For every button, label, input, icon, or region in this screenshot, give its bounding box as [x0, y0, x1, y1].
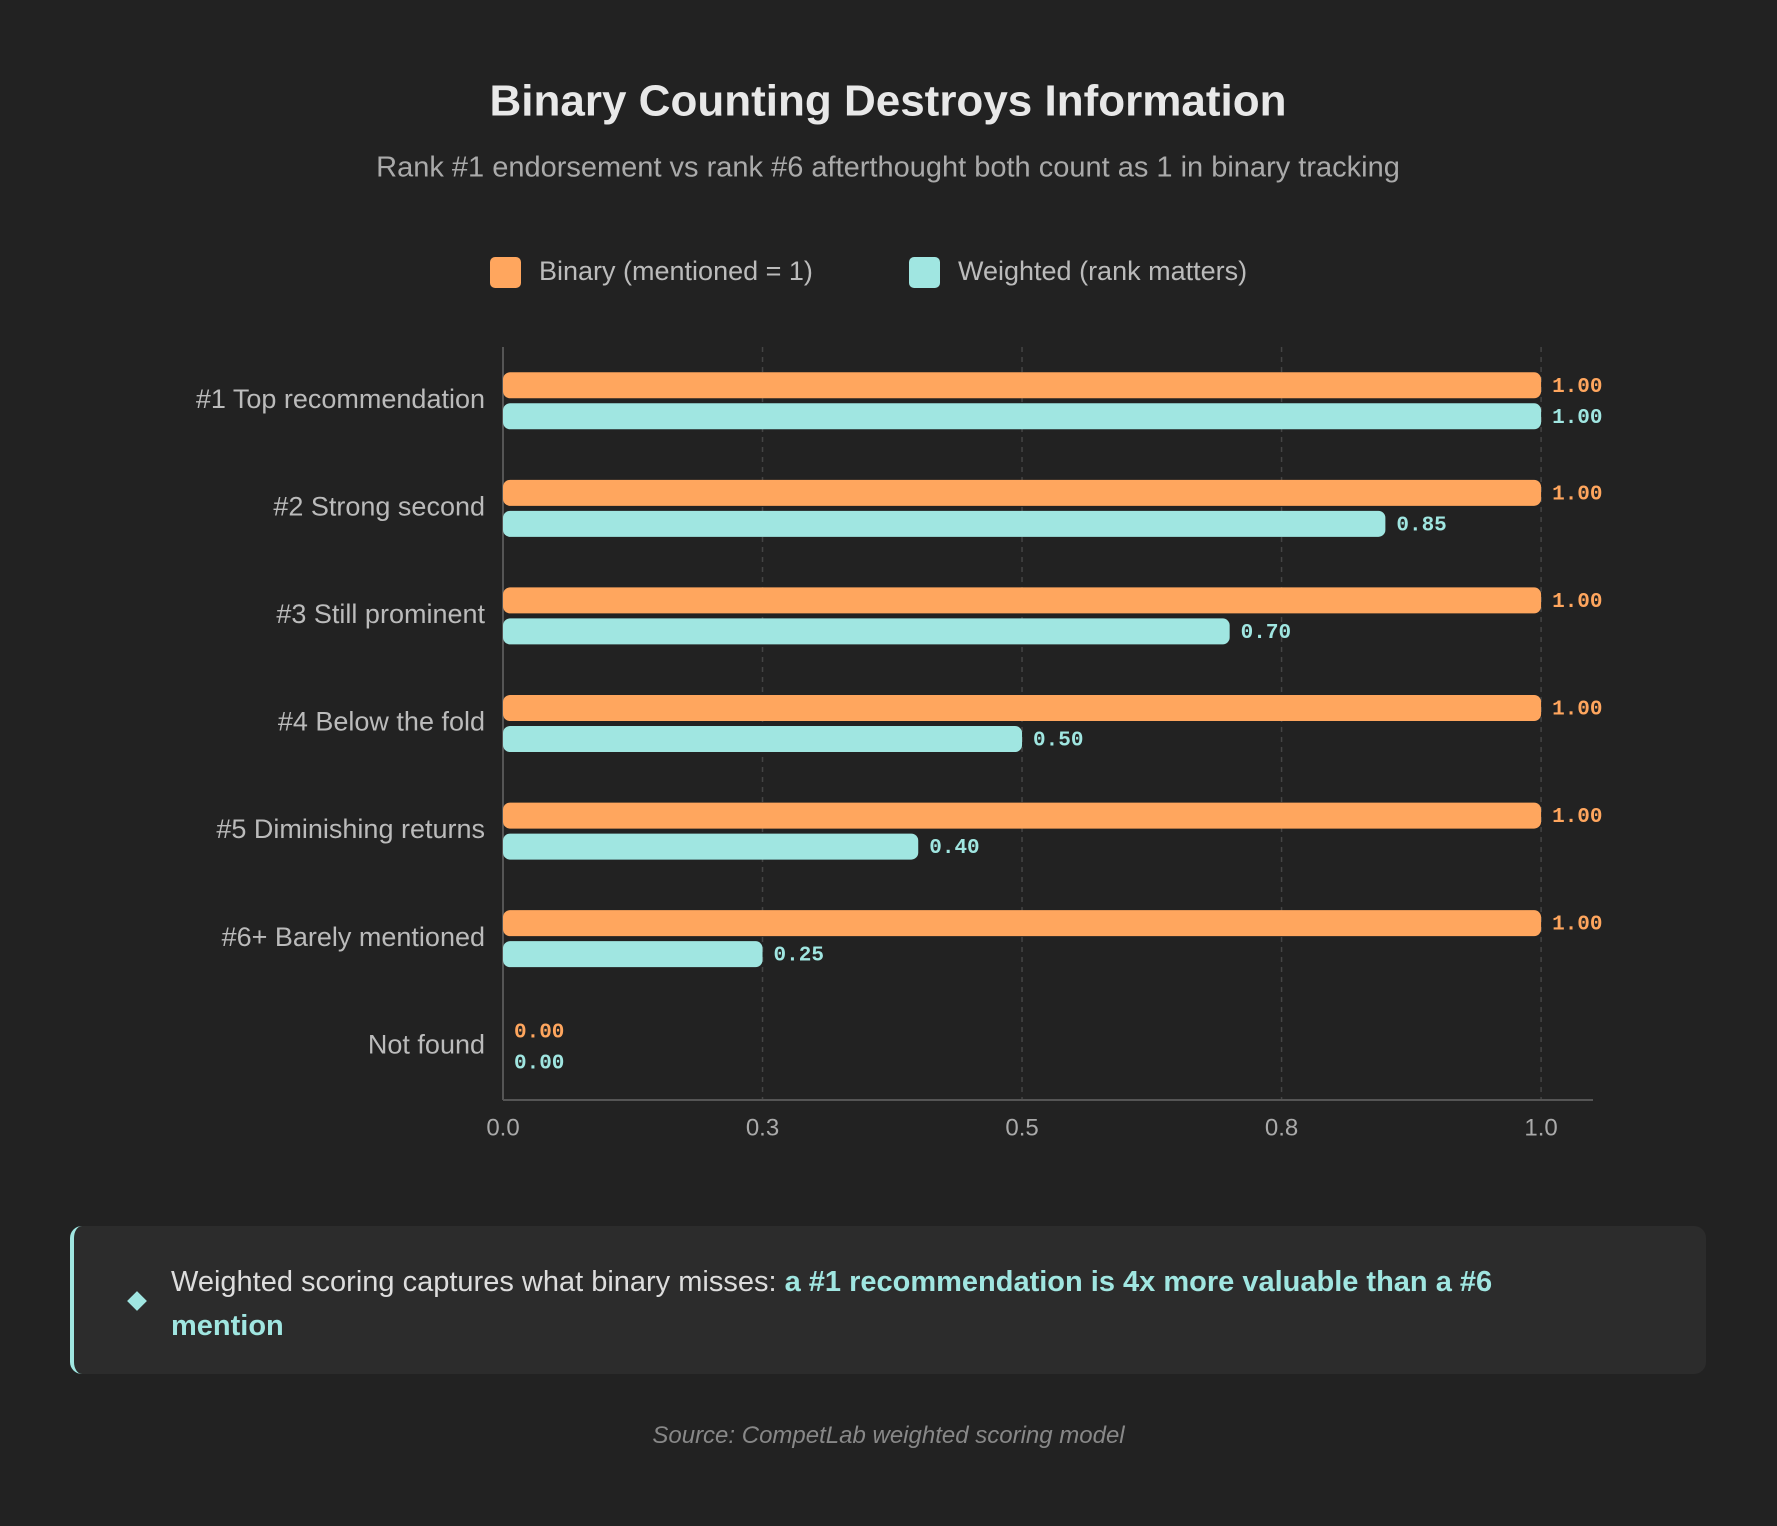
value-label: 0.85 [1396, 514, 1446, 537]
y-tick-label: #1 Top recommendation [196, 384, 485, 414]
callout-text: Weighted scoring captures what binary mi… [171, 1260, 1611, 1348]
legend-label: Binary (mentioned = 1) [539, 256, 813, 286]
x-tick-label: 1.0 [1524, 1114, 1557, 1141]
callout-highlight: a #1 recommendation is 4x more valuable … [171, 1266, 1493, 1342]
chart-title: Binary Counting Destroys Information [490, 77, 1287, 126]
value-label: 1.00 [1552, 806, 1602, 829]
y-tick-label: #2 Strong second [273, 491, 485, 521]
source: Source: CompetLab weighted scoring model [652, 1422, 1125, 1449]
value-label: 1.00 [1552, 376, 1602, 399]
bar [503, 941, 763, 968]
value-label: 0.50 [1033, 730, 1083, 753]
bar [503, 618, 1230, 645]
value-label: 1.00 [1552, 591, 1602, 614]
value-label: 0.70 [1241, 622, 1291, 645]
legend-label: Weighted (rank matters) [958, 256, 1247, 286]
y-tick-label: #6+ Barely mentioned [222, 922, 485, 952]
chart: Binary Counting Destroys Information Ran… [196, 77, 1603, 1142]
bar [503, 910, 1542, 937]
x-tick-label: 0.8 [1265, 1114, 1298, 1141]
bar [503, 726, 1023, 752]
value-label: 1.00 [1552, 699, 1602, 722]
x-tick-label: 0.3 [746, 1114, 779, 1141]
bar [503, 510, 1386, 537]
value-label: 1.00 [1552, 407, 1602, 430]
x-tick-label: 0.5 [1005, 1114, 1038, 1141]
value-label: 0.40 [929, 837, 979, 860]
bar [503, 479, 1542, 506]
y-tick-label: #3 Still prominent [276, 599, 485, 629]
legend-swatch [490, 257, 521, 288]
value-label: 0.00 [514, 1021, 564, 1044]
bar [503, 695, 1542, 721]
bar [503, 587, 1542, 614]
bar [503, 802, 1542, 829]
chart-subtitle: Rank #1 endorsement vs rank #6 afterthou… [376, 152, 1400, 184]
y-tick-label: #5 Diminishing returns [216, 814, 485, 844]
bar [503, 833, 919, 860]
y-tick-label: #4 Below the fold [278, 707, 485, 737]
callout-icon [127, 1291, 147, 1311]
bar [503, 403, 1542, 430]
bar [503, 372, 1542, 399]
y-tick-label: Not found [368, 1029, 485, 1059]
callout-lead: Weighted scoring captures what binary mi… [171, 1266, 785, 1298]
legend-swatch [909, 257, 940, 288]
value-label: 1.00 [1552, 914, 1602, 937]
value-label: 0.00 [514, 1052, 564, 1075]
x-tick-label: 0.0 [486, 1114, 519, 1141]
value-label: 1.00 [1552, 483, 1602, 506]
callout: Weighted scoring captures what binary mi… [70, 1226, 1706, 1374]
value-label: 0.25 [774, 945, 824, 968]
